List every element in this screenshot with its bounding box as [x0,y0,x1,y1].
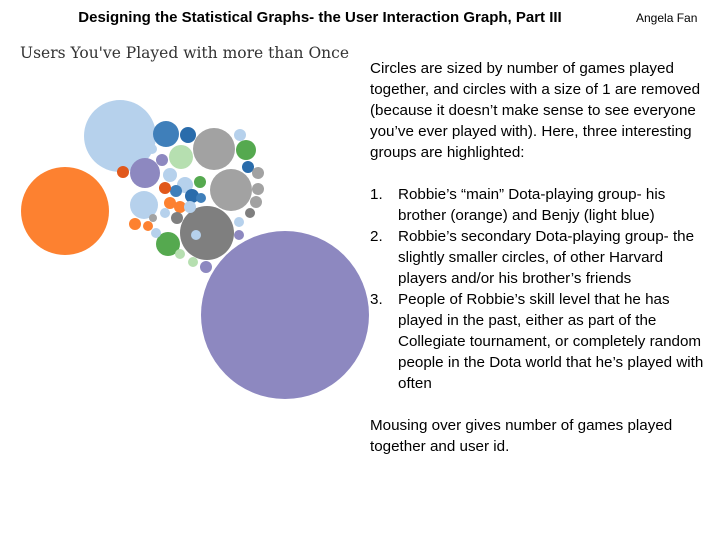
user-bubble[interactable] [236,140,256,160]
user-bubble[interactable] [252,167,264,179]
user-bubble[interactable] [234,217,244,227]
user-bubble[interactable] [252,183,264,195]
user-bubble[interactable] [193,128,235,170]
item-number: 3. [370,291,383,308]
user-bubble[interactable] [175,249,185,259]
user-bubble[interactable] [196,193,206,203]
user-bubble[interactable] [156,154,168,166]
user-bubble[interactable] [130,158,160,188]
user-bubble[interactable] [160,208,170,218]
item-number: 1. [370,186,383,203]
user-bubble[interactable] [242,161,254,173]
chart-title: Users You've Played with more than Once [20,44,350,62]
user-bubble[interactable] [130,191,158,219]
user-bubble[interactable] [21,167,109,255]
user-bubble[interactable] [171,212,183,224]
user-bubble[interactable] [191,230,201,240]
user-bubble[interactable] [185,189,199,203]
user-bubble[interactable] [147,144,157,154]
slide-title: Designing the Statistical Graphs- the Us… [78,9,562,26]
highlight-list: 1. Robbie’s “main” Dota-playing group- hi… [370,184,715,394]
description-intro: Circles are sized by number of games pla… [370,60,701,161]
user-bubble[interactable] [188,257,198,267]
user-bubble[interactable] [200,261,212,273]
user-bubble[interactable] [170,185,182,197]
user-bubble[interactable] [180,206,234,260]
description-footer: Mousing over gives number of games playe… [370,417,673,455]
item-text: Robbie’s secondary Dota-playing group- t… [398,228,695,287]
description-panel: Circles are sized by number of games pla… [370,58,715,457]
user-bubble[interactable] [129,218,141,230]
user-bubble[interactable] [151,228,161,238]
user-bubble[interactable] [210,169,252,211]
user-bubble[interactable] [201,231,369,399]
user-bubble[interactable] [180,127,196,143]
user-bubble[interactable] [153,121,179,147]
user-bubble[interactable] [156,232,180,256]
user-bubble[interactable] [159,182,171,194]
item-text: People of Robbie’s skill level that he h… [398,291,704,392]
user-bubble[interactable] [194,176,206,188]
user-bubble[interactable] [245,208,255,218]
author-name: Angela Fan [636,11,698,25]
user-bubble[interactable] [184,201,196,213]
user-bubble[interactable] [143,221,153,231]
user-bubble[interactable] [163,168,177,182]
user-bubble[interactable] [117,166,129,178]
highlight-item: 1. Robbie’s “main” Dota-playing group- hi… [370,184,715,226]
user-bubble[interactable] [234,129,246,141]
highlight-item: 3. People of Robbie’s skill level that he… [370,289,715,394]
user-bubble[interactable] [164,197,176,209]
user-bubble[interactable] [234,230,244,240]
user-bubble[interactable] [84,100,156,172]
user-bubble[interactable] [174,201,186,213]
user-bubble[interactable] [250,196,262,208]
user-bubble[interactable] [149,214,157,222]
item-text: Robbie’s “main” Dota-playing group- his … [398,186,666,224]
user-bubble[interactable] [169,145,193,169]
item-number: 2. [370,228,383,245]
highlight-item: 2. Robbie’s secondary Dota-playing group-… [370,226,715,289]
